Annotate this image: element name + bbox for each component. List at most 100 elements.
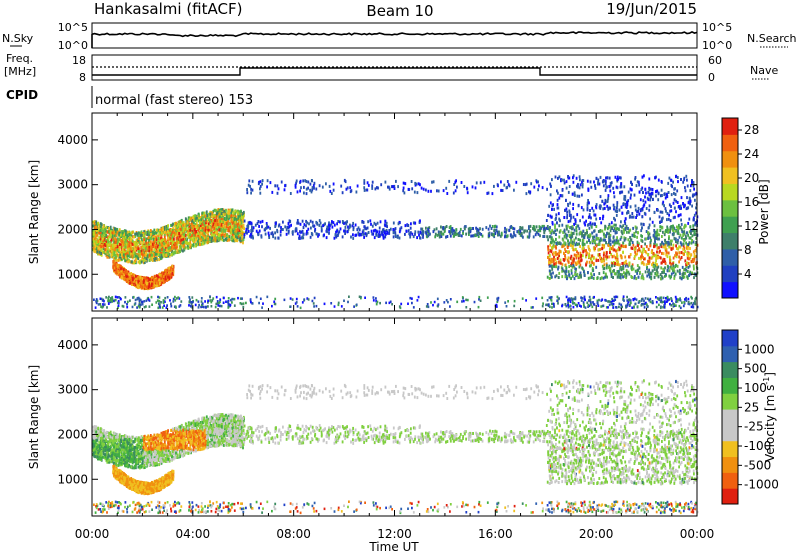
power-cell <box>123 248 126 252</box>
power-cell <box>228 235 231 239</box>
power-cell <box>178 220 181 224</box>
power-cell <box>243 219 246 223</box>
power-cell <box>430 189 432 193</box>
power-cell <box>124 240 126 244</box>
power-cell <box>257 182 260 186</box>
power-cell <box>505 305 508 308</box>
power-cell <box>520 231 523 235</box>
power-cell <box>230 214 233 218</box>
power-cell <box>688 302 691 306</box>
power-cell <box>404 232 406 236</box>
power-cell <box>231 235 233 239</box>
power-cell <box>129 238 132 242</box>
power-cell <box>124 259 127 263</box>
power-cell <box>172 252 175 256</box>
power-cell <box>167 244 170 248</box>
power-cell <box>350 189 353 193</box>
power-cell <box>422 187 425 191</box>
power-cell <box>204 305 207 309</box>
power-cell <box>506 180 509 183</box>
power-cell <box>659 296 662 300</box>
power-cell <box>201 302 204 305</box>
power-cell <box>166 229 169 233</box>
power-cell <box>629 303 631 307</box>
power-cell <box>184 246 187 250</box>
power-cell <box>175 297 178 300</box>
power-cell <box>120 253 123 257</box>
power-cell <box>477 305 480 309</box>
power-cell <box>425 188 427 192</box>
power-cell <box>419 219 421 223</box>
power-cell <box>446 235 449 238</box>
power-cell <box>473 300 476 304</box>
power-cell <box>167 236 169 240</box>
power-cell <box>537 188 539 192</box>
power-cell <box>668 298 670 301</box>
power-cell <box>203 241 206 245</box>
power-cell <box>158 296 161 299</box>
power-cell <box>175 237 178 241</box>
power-cell <box>427 305 430 309</box>
power-cell <box>571 302 574 305</box>
power-cell <box>660 299 663 302</box>
power-cell <box>407 302 409 305</box>
power-cell <box>175 233 177 237</box>
power-cell <box>151 246 154 250</box>
power-cell <box>403 191 406 195</box>
power-cell <box>186 244 189 248</box>
power-cell <box>496 297 499 300</box>
power-cell <box>592 301 594 304</box>
power-cell <box>198 224 201 228</box>
power-cell <box>260 235 263 239</box>
power-cell <box>142 245 145 249</box>
power-cell <box>222 220 224 224</box>
power-cell <box>155 301 158 304</box>
power-cell <box>313 305 315 308</box>
power-cell <box>225 222 228 225</box>
power-cell <box>142 249 145 253</box>
power-cell <box>504 301 507 304</box>
power-cell <box>662 306 664 309</box>
power-cell <box>196 226 198 230</box>
power-cell <box>191 296 194 299</box>
power-cell <box>276 191 279 195</box>
power-cell <box>604 298 607 302</box>
power-cell <box>461 296 464 299</box>
power-cell <box>167 241 170 245</box>
power-cell <box>158 303 161 307</box>
power-cell <box>102 303 104 306</box>
power-cell <box>228 238 230 242</box>
power-cell <box>148 258 151 262</box>
power-cell <box>188 296 191 299</box>
power-cell <box>596 301 599 304</box>
power-cell <box>494 224 497 228</box>
power-cell <box>102 227 105 231</box>
power-cell <box>295 301 298 304</box>
power-cell <box>246 224 249 228</box>
power-cell <box>395 179 397 183</box>
power-cell <box>185 224 188 228</box>
power-cell <box>237 209 239 213</box>
power-cell <box>214 221 217 225</box>
power-cell <box>465 298 467 302</box>
power-cell <box>148 238 150 242</box>
power-cell <box>301 301 304 304</box>
power-cell <box>97 230 100 234</box>
power-cell <box>580 299 583 302</box>
power-cell <box>138 297 141 301</box>
power-cell <box>530 182 533 186</box>
power-cell <box>626 303 629 307</box>
power-cell <box>191 224 193 228</box>
power-cell <box>120 275 123 279</box>
power-cell <box>212 218 215 222</box>
power-cell <box>356 184 359 188</box>
cpid-mode: normal (fast stereo) 153 <box>95 93 253 108</box>
power-cell <box>170 253 173 257</box>
power-cell <box>219 236 221 240</box>
power-cell <box>343 299 345 302</box>
power-cell <box>307 298 310 301</box>
power-cell <box>640 299 643 302</box>
power-cell <box>154 248 156 251</box>
power-cell <box>414 232 416 236</box>
power-cell <box>479 181 482 185</box>
